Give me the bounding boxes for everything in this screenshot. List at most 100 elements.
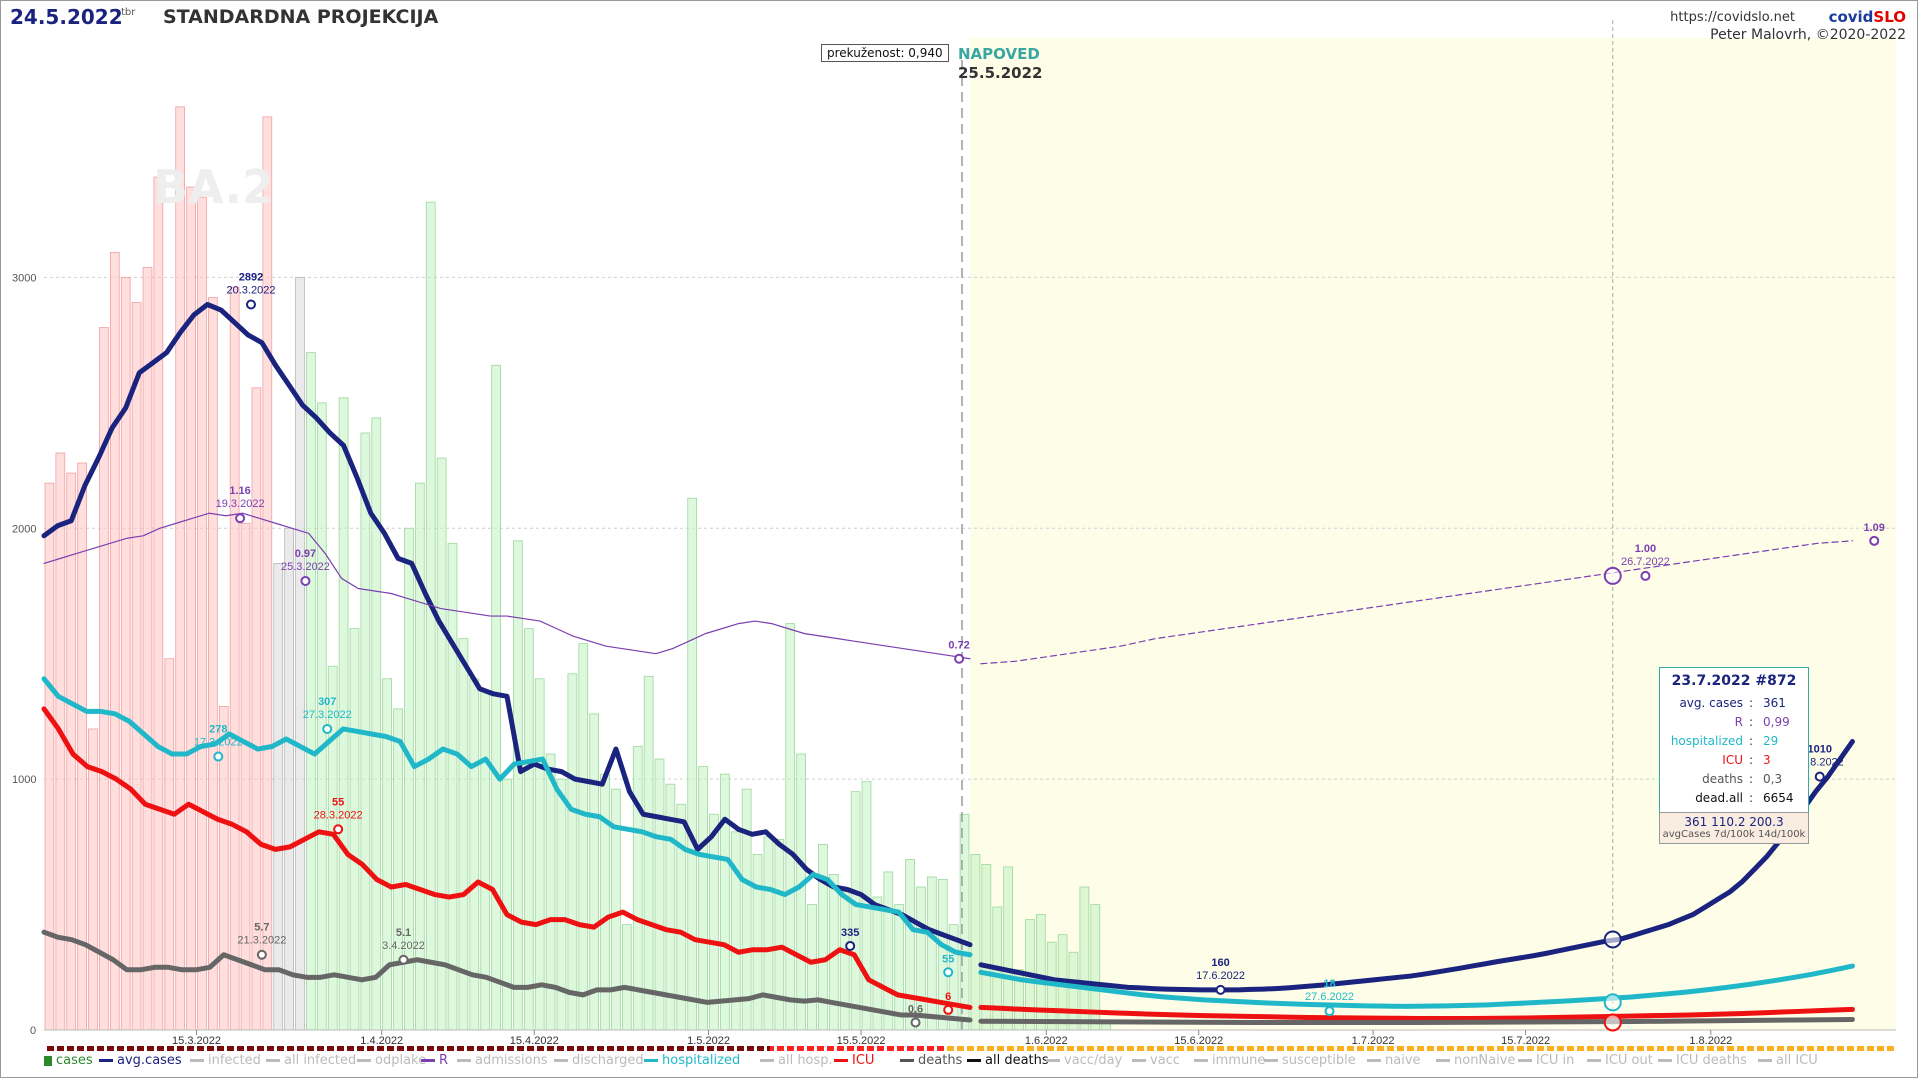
legend-item[interactable]: admissions xyxy=(457,1053,548,1068)
phase-strip-gap xyxy=(824,1046,827,1051)
legend-item[interactable]: all ICU xyxy=(1758,1053,1818,1068)
legend-item[interactable]: nonNaive xyxy=(1436,1053,1515,1068)
phase-strip-gap xyxy=(614,1046,617,1051)
phase-strip-gap xyxy=(1164,1046,1167,1051)
annotation-value: 0.97 xyxy=(295,548,316,560)
legend-item[interactable]: deaths xyxy=(900,1053,962,1068)
phase-strip-gap xyxy=(694,1046,697,1051)
hospitalized-line xyxy=(41,676,973,958)
annotation-date: 26.7.2022 xyxy=(1621,556,1670,568)
phase-strip-gap xyxy=(134,1046,137,1051)
legend-label: ICU out xyxy=(1605,1053,1653,1068)
legend-label: avg.cases xyxy=(117,1053,182,1068)
legend-item[interactable]: naive xyxy=(1367,1053,1421,1068)
cases-bar xyxy=(88,728,98,1031)
legend-item[interactable]: infected xyxy=(190,1053,261,1068)
legend-label: R xyxy=(439,1053,449,1068)
cases-bar xyxy=(447,542,458,1031)
legend-item[interactable]: odplake xyxy=(357,1053,426,1068)
annotation-marker xyxy=(322,723,333,734)
cases-bar xyxy=(796,753,806,1031)
phase-strip-gap xyxy=(1394,1046,1397,1051)
phase-strip-gap xyxy=(484,1046,487,1051)
phase-strip-gap xyxy=(1464,1046,1467,1051)
phase-strip-gap xyxy=(1684,1046,1687,1051)
phase-strip-gap xyxy=(934,1046,937,1051)
legend-item[interactable]: avg.cases xyxy=(99,1053,182,1068)
infobox-incidence: 361 110.2 200.3 avgCases 7d/100k 14d/100… xyxy=(1659,812,1809,844)
phase-strip-gap xyxy=(1344,1046,1347,1051)
phase-strip-gap xyxy=(1584,1046,1587,1051)
phase-strip-gap xyxy=(1094,1046,1097,1051)
phase-strip-gap xyxy=(584,1046,587,1051)
phase-strip-gap xyxy=(224,1046,227,1051)
y-tick-label: 0 xyxy=(30,1025,36,1037)
infobox-row: dead.all:6654 xyxy=(1666,788,1797,807)
x-tick-label: 1.6.2022 xyxy=(1025,1035,1068,1047)
infobox-key: hospitalized xyxy=(1670,733,1743,748)
legend-item[interactable]: ICU xyxy=(834,1053,874,1068)
legend-item[interactable]: cases xyxy=(44,1053,93,1068)
legend-label: admissions xyxy=(475,1053,548,1068)
infobox-row: deaths:0,3 xyxy=(1666,769,1797,788)
annotation-marker xyxy=(1324,1006,1335,1017)
phase-strip-gap xyxy=(1504,1046,1507,1051)
phase-strip-gap xyxy=(794,1046,797,1051)
legend-item[interactable]: all deaths xyxy=(967,1053,1049,1068)
cases-bar xyxy=(229,287,240,1031)
legend-item[interactable]: hospitalized xyxy=(644,1053,740,1068)
incidence-caption: avgCases 7d/100k 14d/100k xyxy=(1662,829,1806,840)
legend-item[interactable]: discharged xyxy=(554,1053,644,1068)
cases-bar xyxy=(720,773,730,1031)
legend-item[interactable]: R xyxy=(421,1053,448,1068)
cursor-marker-R xyxy=(1603,566,1622,585)
phase-strip-gap xyxy=(784,1046,787,1051)
x-tick-label: 1.4.2022 xyxy=(360,1035,403,1047)
phase-strip-gap xyxy=(1264,1046,1267,1051)
hover-infobox: 23.7.2022 #872 avg. cases:361 R:0,99 hospi… xyxy=(1659,667,1809,815)
phase-strip-gap xyxy=(214,1046,217,1051)
x-tick-label: 15.6.2022 xyxy=(1174,1035,1223,1047)
infobox-key: R xyxy=(1734,714,1743,729)
legend-item[interactable]: susceptible xyxy=(1264,1053,1356,1068)
ICU-forecast-line xyxy=(978,1004,1855,1021)
legend-item[interactable]: immune xyxy=(1194,1053,1265,1068)
cases-bar xyxy=(894,904,905,1031)
cases-bar xyxy=(295,277,305,1031)
phase-strip-gap xyxy=(1254,1046,1257,1051)
phase-strip-gap xyxy=(334,1046,337,1051)
legend-item[interactable]: ICU in xyxy=(1518,1053,1574,1068)
annotation-value: 335 xyxy=(841,927,859,939)
site-url[interactable]: https://covidslo.net xyxy=(1670,10,1795,25)
infobox-value: 29 xyxy=(1763,733,1779,748)
annotation-marker xyxy=(1869,535,1880,546)
cases-bar xyxy=(44,482,55,1031)
legend-label: discharged xyxy=(572,1053,644,1068)
cases-bar xyxy=(175,106,186,1031)
cases-bar xyxy=(382,678,393,1031)
annotation-value: 1010 xyxy=(1807,744,1831,756)
forecast-date: 25.5.2022 xyxy=(958,64,1043,82)
legend-item[interactable]: all infected xyxy=(266,1053,356,1068)
phase-strip-gap xyxy=(1314,1046,1317,1051)
phase-strip-gap xyxy=(1284,1046,1287,1051)
author-credit: Peter Malovrh, ©2020-2022 xyxy=(1710,27,1906,43)
phase-strip-gap xyxy=(304,1046,307,1051)
phase-strip-gap xyxy=(1184,1046,1187,1051)
phase-strip-gap xyxy=(64,1046,67,1051)
cases-bar xyxy=(534,678,545,1031)
legend-swatch-icon xyxy=(554,1059,568,1062)
infobox-key: dead.all xyxy=(1695,790,1743,805)
legend-item[interactable]: vacc/day xyxy=(1046,1053,1122,1068)
legend-item[interactable]: ICU deaths xyxy=(1658,1053,1747,1068)
phase-strip-gap xyxy=(1444,1046,1447,1051)
phase-strip-gap xyxy=(1814,1046,1817,1051)
phase-strip-gap xyxy=(254,1046,257,1051)
legend-label: all infected xyxy=(284,1053,357,1068)
legend-item[interactable]: vacc xyxy=(1132,1053,1180,1068)
hospitalized-forecast-line xyxy=(978,963,1855,1009)
legend-item[interactable]: ICU out xyxy=(1587,1053,1653,1068)
annotation-value: 6 xyxy=(945,991,951,1003)
phase-strip-gap xyxy=(1404,1046,1407,1051)
legend-item[interactable]: all hosp. xyxy=(760,1053,833,1068)
